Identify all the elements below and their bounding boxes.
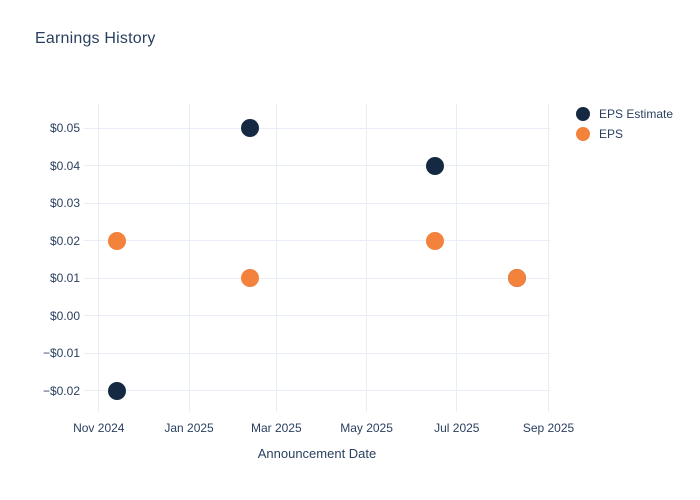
y-gridline: [84, 240, 550, 242]
y-tick-label: $0.05: [49, 121, 80, 136]
x-axis-title: Announcement Date: [257, 446, 377, 461]
x-gridline: [456, 104, 458, 412]
eps-estimate-dot-icon: [576, 107, 590, 121]
y-gridline: [84, 165, 550, 167]
chart-title: Earnings History: [35, 30, 156, 47]
y-tick-label: $0.01: [49, 271, 80, 286]
y-gridline: [84, 390, 550, 392]
x-tick-label: Jul 2025: [434, 421, 480, 435]
data-point-eps-estimate[interactable]: [240, 119, 259, 138]
data-point-eps[interactable]: [508, 269, 527, 288]
x-tick-label: Mar 2025: [250, 421, 302, 435]
x-gridline: [98, 104, 100, 412]
eps-dot-icon: [576, 127, 590, 141]
legend-label-eps: EPS: [599, 127, 624, 141]
y-tick-label: −$0.01: [42, 346, 80, 361]
data-point-eps[interactable]: [425, 231, 444, 250]
legend-label-eps-estimate: EPS Estimate: [599, 107, 674, 121]
x-gridline: [188, 104, 190, 412]
x-gridline: [275, 104, 277, 412]
y-gridline: [84, 127, 550, 129]
data-point-eps[interactable]: [240, 269, 259, 288]
y-tick-label: $0.03: [49, 196, 80, 211]
x-tick-label: Sep 2025: [522, 421, 575, 435]
data-point-eps-estimate[interactable]: [425, 156, 444, 175]
y-tick-label: −$0.02: [42, 383, 80, 398]
legend: EPS Estimate EPS: [576, 104, 673, 144]
legend-item-eps[interactable]: EPS: [576, 124, 673, 144]
x-gridline: [548, 104, 550, 412]
y-gridline: [84, 202, 550, 204]
y-tick-label: $0.04: [49, 158, 80, 173]
y-gridline: [84, 277, 550, 279]
y-tick-label: $0.00: [49, 308, 80, 323]
y-tick-label: $0.02: [49, 233, 80, 248]
data-point-eps-estimate[interactable]: [107, 381, 126, 400]
x-tick-label: Nov 2024: [73, 421, 125, 435]
data-point-eps[interactable]: [107, 231, 126, 250]
legend-item-eps-estimate[interactable]: EPS Estimate: [576, 104, 673, 124]
x-gridline: [366, 104, 368, 412]
y-gridline: [84, 315, 550, 317]
x-tick-label: May 2025: [340, 421, 393, 435]
x-tick-label: Jan 2025: [164, 421, 214, 435]
y-gridline: [84, 352, 550, 354]
